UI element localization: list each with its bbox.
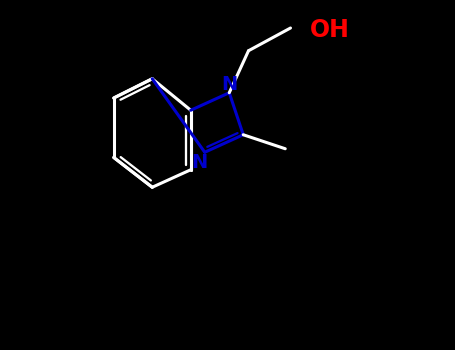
Text: N: N (192, 153, 207, 172)
Text: OH: OH (310, 18, 349, 42)
Text: N: N (221, 75, 238, 93)
